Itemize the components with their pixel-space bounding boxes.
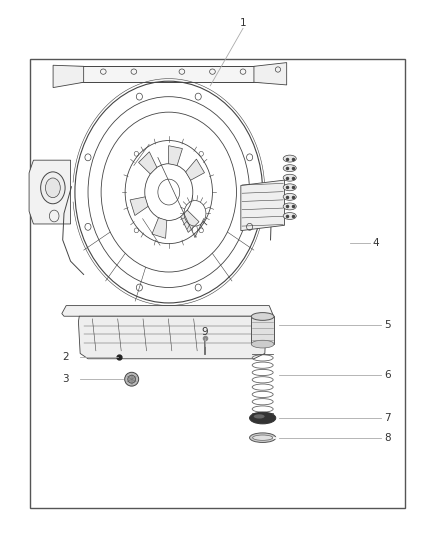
- Polygon shape: [186, 159, 205, 180]
- Text: 4: 4: [372, 238, 378, 247]
- Polygon shape: [62, 305, 274, 316]
- Ellipse shape: [283, 184, 296, 191]
- Ellipse shape: [46, 178, 60, 198]
- Polygon shape: [254, 62, 287, 85]
- Polygon shape: [53, 65, 84, 87]
- Ellipse shape: [250, 433, 276, 442]
- Ellipse shape: [250, 412, 276, 424]
- Ellipse shape: [125, 372, 139, 386]
- Polygon shape: [29, 160, 71, 224]
- Polygon shape: [78, 316, 266, 359]
- Polygon shape: [73, 66, 272, 82]
- Bar: [30, 59, 405, 508]
- Polygon shape: [138, 152, 157, 174]
- Polygon shape: [169, 146, 183, 165]
- Ellipse shape: [283, 165, 296, 172]
- Ellipse shape: [253, 435, 273, 440]
- Ellipse shape: [283, 193, 296, 200]
- Ellipse shape: [41, 172, 65, 204]
- Polygon shape: [130, 197, 148, 215]
- Text: 1: 1: [240, 18, 246, 28]
- Text: 2: 2: [62, 352, 69, 362]
- Ellipse shape: [283, 213, 296, 220]
- Polygon shape: [152, 217, 167, 238]
- Text: 6: 6: [384, 370, 391, 381]
- Ellipse shape: [283, 203, 296, 210]
- Polygon shape: [241, 180, 285, 231]
- Ellipse shape: [283, 174, 296, 181]
- Ellipse shape: [251, 340, 274, 348]
- Text: 5: 5: [384, 320, 391, 330]
- Ellipse shape: [283, 155, 296, 162]
- Bar: [251, 317, 274, 344]
- Ellipse shape: [128, 375, 136, 383]
- Ellipse shape: [251, 312, 274, 320]
- Text: 7: 7: [384, 413, 391, 423]
- Text: 9: 9: [202, 327, 208, 337]
- Text: 3: 3: [62, 374, 69, 384]
- Text: 8: 8: [384, 433, 391, 443]
- Ellipse shape: [254, 414, 265, 418]
- Polygon shape: [181, 210, 199, 232]
